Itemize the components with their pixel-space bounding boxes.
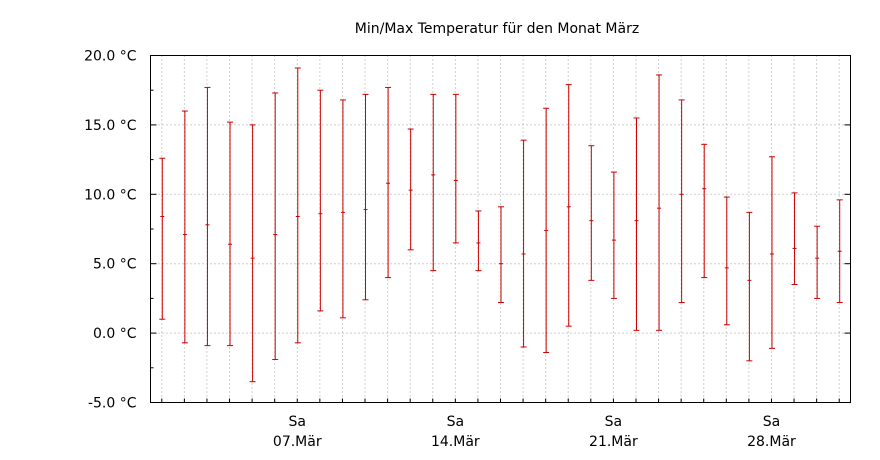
- x-tick-label-date: 14.Mär: [431, 434, 480, 450]
- error-bar: [227, 121, 234, 347]
- error-bar: [430, 93, 437, 272]
- y-tick-label: 10.0 °C: [84, 187, 137, 203]
- error-bar: [407, 128, 414, 251]
- error-bar: [588, 145, 595, 281]
- error-bar: [452, 93, 459, 244]
- y-tick-label: -5.0 °C: [88, 396, 137, 412]
- chart-title: Min/Max Temperatur für den Monat März: [355, 21, 639, 37]
- plot-frame: [150, 55, 851, 403]
- error-bar: [339, 99, 346, 319]
- error-bar: [768, 156, 775, 349]
- error-bar: [520, 139, 527, 348]
- x-tick-label-day: Sa: [447, 414, 464, 430]
- error-bar: [272, 92, 279, 360]
- error-bar: [565, 84, 572, 327]
- error-bar: [723, 196, 730, 326]
- error-bar: [498, 206, 504, 304]
- y-tick-label: 5.0 °C: [93, 257, 137, 273]
- error-bar: [181, 110, 188, 344]
- error-bar: [543, 107, 550, 354]
- error-bar: [678, 99, 685, 304]
- error-bar: [814, 225, 821, 299]
- error-bar: [791, 192, 798, 286]
- error-bar: [249, 124, 256, 383]
- x-tick-label-date: 21.Mär: [589, 434, 638, 450]
- error-bar: [836, 199, 843, 304]
- y-tick-label: 20.0 °C: [84, 49, 137, 65]
- x-tick-label-date: 07.Mär: [273, 434, 322, 450]
- error-bar: [317, 89, 324, 312]
- error-bar: [610, 171, 617, 299]
- x-tick-label-day: Sa: [605, 414, 622, 430]
- x-tick-label-day: Sa: [763, 414, 780, 430]
- error-bar: [159, 157, 166, 320]
- y-tick-label: 15.0 °C: [84, 118, 137, 134]
- error-bar: [362, 93, 369, 301]
- x-tick-label-day: Sa: [289, 414, 306, 430]
- error-bar: [204, 86, 211, 347]
- x-axis-labels: Sa 07.Mär Sa 14.Mär Sa 21.Mär Sa 28.Mär: [273, 414, 796, 450]
- error-bar: [633, 117, 640, 331]
- error-bar: [475, 210, 482, 272]
- error-bar: [746, 211, 753, 362]
- x-tick-label-date: 28.Mär: [747, 434, 796, 450]
- error-bar: [294, 67, 301, 344]
- error-bars: [159, 67, 843, 383]
- error-bar: [656, 74, 663, 331]
- y-axis-labels: -5.0 °C 0.0 °C 5.0 °C 10.0 °C 15.0 °C 20.0 °C: [84, 49, 137, 412]
- error-bar: [385, 86, 392, 279]
- y-tick-label: 0.0 °C: [93, 326, 137, 342]
- error-bar: [701, 143, 708, 279]
